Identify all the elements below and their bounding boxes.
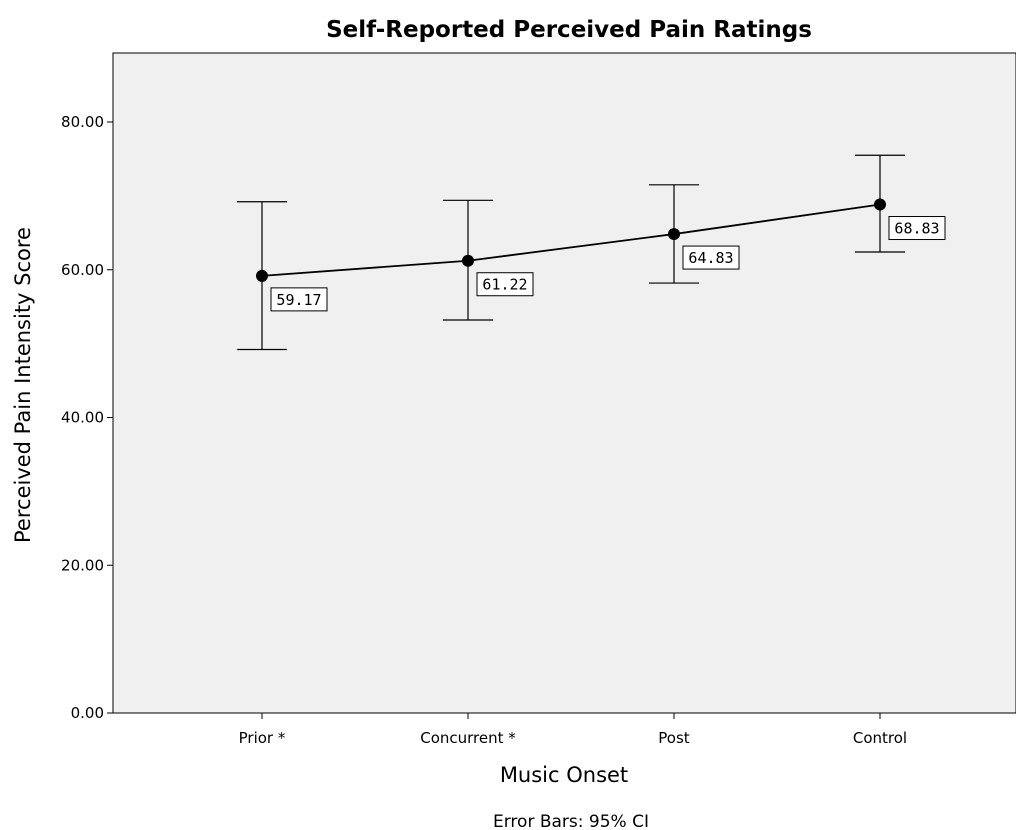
x-tick-label: Concurrent * xyxy=(420,729,516,747)
error-bar-note: Error Bars: 95% CI xyxy=(493,812,649,830)
x-axis: Prior * Concurrent * Post Control xyxy=(239,713,907,747)
data-label: 64.83 xyxy=(688,249,733,267)
x-tick-label: Control xyxy=(853,729,907,747)
plot-area xyxy=(112,52,1016,714)
data-label: 68.83 xyxy=(894,220,939,238)
data-label-box xyxy=(270,287,328,312)
chart-title: Self-Reported Perceived Pain Ratings xyxy=(326,17,812,43)
x-tick-label: Post xyxy=(658,729,690,747)
data-label-box xyxy=(888,216,946,241)
y-tick-label: 80.00 xyxy=(61,113,104,131)
y-tick-label: 0.00 xyxy=(71,704,104,722)
data-points xyxy=(256,198,886,282)
y-tick-label: 60.00 xyxy=(61,261,104,279)
data-point xyxy=(256,269,268,282)
data-point xyxy=(462,254,474,267)
y-tick-label: 20.00 xyxy=(61,556,104,574)
y-tick-label: 40.00 xyxy=(61,409,104,427)
series-line-group xyxy=(261,203,881,277)
data-label: 61.22 xyxy=(482,276,527,294)
data-label-box xyxy=(682,245,740,270)
data-label-box xyxy=(476,272,534,297)
series-line xyxy=(261,203,881,277)
data-point xyxy=(668,228,680,241)
data-label: 59.17 xyxy=(276,291,321,309)
data-labels: 59.17 61.22 64.83 68.83 xyxy=(270,216,946,312)
y-axis-title: Perceived Pain Intensity Score xyxy=(11,227,35,543)
data-point xyxy=(874,198,886,211)
y-axis: 0.00 20.00 40.00 60.00 80.00 xyxy=(61,113,113,722)
x-tick-label: Prior * xyxy=(239,729,286,747)
x-axis-title: Music Onset xyxy=(500,763,628,787)
